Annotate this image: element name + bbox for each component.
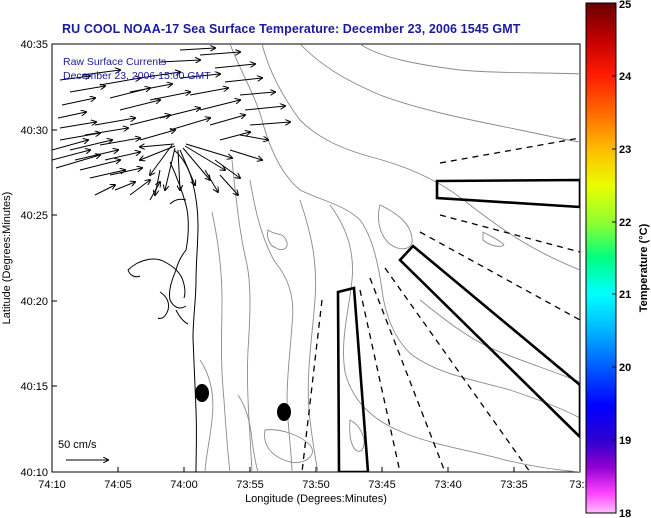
x-tick-label: 74:05: [104, 479, 132, 491]
x-tick-label: 73:3: [569, 479, 590, 491]
x-tick-label: 73:45: [368, 479, 396, 491]
x-tick-label: 73:40: [434, 479, 462, 491]
surface-current-vectors: [52, 48, 290, 201]
x-tick-label: 73:55: [236, 479, 264, 491]
x-tick-labels: 74:10 74:05 74:00 73:55 73:50 73:45 73:4…: [38, 479, 590, 491]
colorbar-tick-label: 20: [619, 362, 631, 374]
y-tick-label: 40:15: [20, 381, 48, 393]
currents-legend-line2: December 23, 2006 15:00 GMT: [63, 70, 211, 82]
colorbar-tick-label: 25: [619, 0, 631, 11]
scale-label: 50 cm/s: [58, 439, 97, 451]
colorbar-tick-label: 24: [619, 71, 632, 83]
x-tick-label: 74:00: [170, 479, 198, 491]
y-tick-label: 40:30: [20, 125, 48, 137]
y-axis-label: Latitude (Degrees:Minutes): [1, 192, 13, 325]
y-tick-labels: 40:35 40:30 40:25 40:20 40:15 40:10: [20, 39, 48, 479]
colorbar-tick-label: 18: [619, 508, 631, 518]
y-tick-label: 40:10: [20, 467, 48, 479]
x-tick-label: 73:35: [500, 479, 528, 491]
y-tick-label: 40:20: [20, 296, 48, 308]
x-axis-label: Longitude (Degrees:Minutes): [245, 493, 387, 505]
map-content: [52, 44, 580, 472]
axis-tick-marks: [51, 43, 515, 473]
colorbar-tick-label: 23: [619, 144, 631, 156]
colorbar-tick-label: 19: [619, 435, 631, 447]
x-tick-label: 74:10: [38, 479, 66, 491]
map-plot-area: [51, 43, 581, 473]
y-tick-label: 40:35: [20, 39, 48, 51]
colorbar-tick-label: 21: [619, 289, 631, 301]
bathymetry-contours: [199, 44, 580, 472]
y-tick-label: 40:25: [20, 210, 48, 222]
colorbar: [585, 2, 617, 514]
glider-marker-1: [195, 384, 209, 402]
colorbar-label: Temperature (°C): [638, 223, 650, 312]
colorbar-tick-label: 22: [619, 217, 631, 229]
colorbar-tick-labels: 25 24 23 22 21 20 19 18: [619, 0, 632, 518]
colorbar-ticks: [612, 2, 616, 514]
survey-polygons: [336, 178, 580, 472]
x-tick-label: 73:50: [302, 479, 330, 491]
dashed-survey-lines: [301, 137, 580, 472]
currents-legend-line1: Raw Surface Currents: [63, 56, 166, 68]
map-title: RU COOL NOAA-17 Sea Surface Temperature:…: [62, 22, 521, 36]
coastline: [127, 149, 199, 472]
glider-marker-2: [277, 403, 291, 421]
